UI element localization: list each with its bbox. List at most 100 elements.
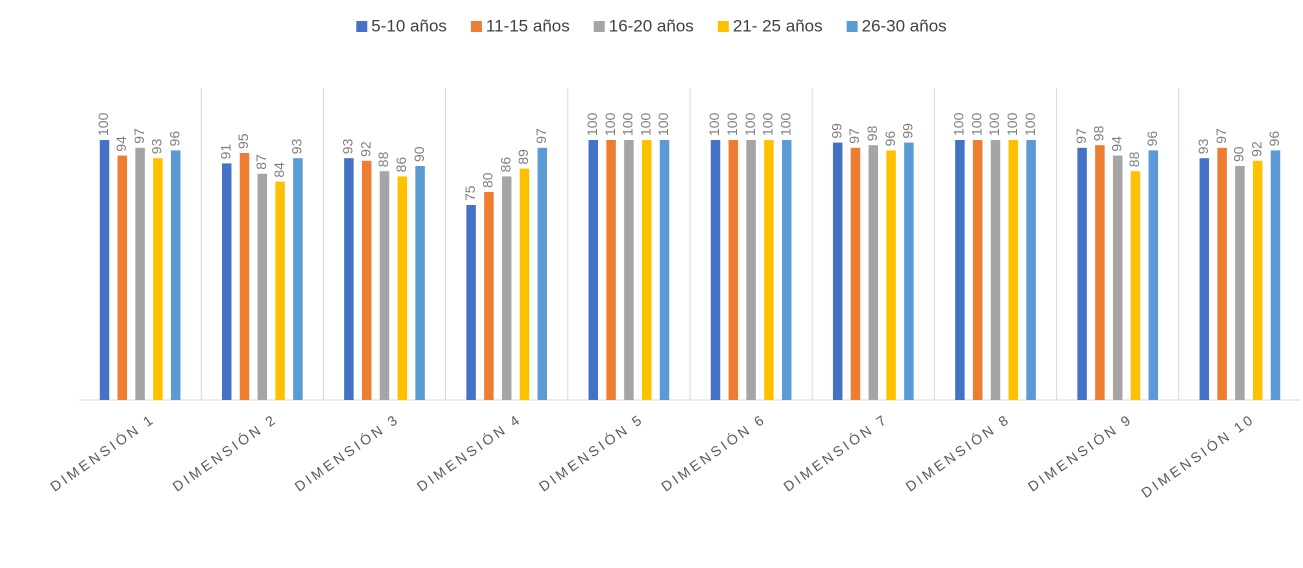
value-label: 100 bbox=[655, 112, 671, 136]
legend-label: 26-30 años bbox=[862, 16, 947, 35]
value-label: 96 bbox=[166, 131, 182, 147]
value-label: 93 bbox=[1195, 138, 1211, 154]
bar bbox=[397, 176, 408, 400]
value-label: 94 bbox=[1108, 136, 1124, 152]
value-label: 89 bbox=[515, 149, 531, 165]
bar bbox=[1095, 145, 1105, 400]
bar bbox=[641, 140, 652, 400]
value-label: 86 bbox=[497, 157, 513, 173]
value-label: 96 bbox=[1144, 131, 1160, 147]
bar bbox=[99, 140, 110, 400]
legend-swatch bbox=[717, 21, 729, 32]
legend-swatch bbox=[846, 21, 858, 32]
value-label: 100 bbox=[951, 112, 967, 136]
value-label: 100 bbox=[637, 112, 653, 136]
value-label: 84 bbox=[271, 162, 287, 178]
bar bbox=[135, 147, 145, 400]
x-tick-label: DIMENSIÓN 1 bbox=[47, 410, 158, 494]
value-label: 100 bbox=[760, 112, 776, 136]
value-label: 98 bbox=[864, 125, 880, 141]
value-label: 90 bbox=[1231, 146, 1247, 162]
value-label: 100 bbox=[706, 112, 722, 136]
value-label: 100 bbox=[724, 112, 740, 136]
legend-label: 21- 25 años bbox=[733, 16, 823, 35]
x-tick-label: DIMENSIÓN 8 bbox=[903, 410, 1014, 494]
bar bbox=[293, 158, 303, 400]
bar bbox=[537, 147, 548, 400]
legend-label: 11-15 años bbox=[486, 16, 570, 35]
legend-swatch bbox=[356, 21, 368, 32]
legend-swatch bbox=[593, 21, 605, 32]
bar bbox=[850, 147, 861, 400]
value-label: 100 bbox=[95, 112, 111, 136]
bar bbox=[955, 140, 965, 400]
bar bbox=[153, 158, 163, 400]
value-label: 75 bbox=[462, 185, 478, 201]
value-label: 95 bbox=[235, 133, 251, 149]
bar bbox=[1235, 166, 1245, 400]
value-label: 92 bbox=[1248, 141, 1264, 157]
legend-swatch bbox=[470, 21, 482, 32]
value-label: 94 bbox=[113, 136, 129, 152]
x-tick-label: DIMENSIÓN 5 bbox=[536, 410, 647, 494]
value-label: 97 bbox=[1213, 128, 1229, 144]
bar bbox=[415, 166, 425, 400]
x-tick-label: DIMENSIÓN 3 bbox=[292, 410, 403, 494]
bar bbox=[1148, 150, 1159, 400]
bar bbox=[361, 160, 372, 400]
value-label: 100 bbox=[1004, 112, 1020, 136]
value-label: 98 bbox=[1091, 125, 1107, 141]
x-tick-label: DIMENSIÓN 4 bbox=[414, 410, 525, 494]
value-label: 97 bbox=[846, 128, 862, 144]
value-label: 100 bbox=[620, 112, 636, 136]
bar bbox=[832, 142, 843, 400]
bar bbox=[519, 168, 530, 400]
x-tick-label: DIMENSIÓN 2 bbox=[169, 410, 280, 494]
bar bbox=[1008, 140, 1019, 400]
value-label: 80 bbox=[480, 172, 496, 188]
value-label: 97 bbox=[533, 128, 549, 144]
bar bbox=[1252, 160, 1263, 400]
bar bbox=[344, 158, 354, 400]
value-label: 100 bbox=[968, 112, 984, 136]
legend-label: 16-20 años bbox=[609, 16, 694, 35]
bar bbox=[1130, 171, 1141, 400]
bar bbox=[1270, 150, 1281, 400]
x-tick-label: DIMENSIÓN 7 bbox=[780, 410, 891, 494]
bar bbox=[624, 140, 634, 400]
bar bbox=[1026, 140, 1036, 400]
value-label: 93 bbox=[340, 138, 356, 154]
value-label: 96 bbox=[882, 131, 898, 147]
legend-label: 5-10 años bbox=[371, 16, 447, 35]
value-label: 100 bbox=[742, 112, 758, 136]
bar bbox=[972, 140, 983, 400]
x-tick-label: DIMENSIÓN 9 bbox=[1025, 410, 1136, 494]
bar bbox=[1217, 147, 1227, 400]
bar bbox=[1077, 147, 1087, 400]
bar bbox=[379, 171, 390, 400]
bar bbox=[117, 155, 128, 400]
value-label: 100 bbox=[777, 112, 793, 136]
value-label: 93 bbox=[289, 138, 305, 154]
bar bbox=[466, 205, 476, 400]
bar bbox=[170, 150, 181, 400]
value-label: 88 bbox=[1126, 151, 1142, 167]
bar bbox=[588, 140, 599, 400]
bar bbox=[275, 181, 285, 400]
bar bbox=[764, 140, 774, 400]
bar bbox=[501, 176, 512, 400]
value-label: 97 bbox=[1073, 128, 1089, 144]
bar bbox=[606, 140, 616, 400]
bar bbox=[221, 163, 232, 400]
value-label: 91 bbox=[217, 144, 233, 160]
value-label: 93 bbox=[149, 138, 165, 154]
value-label: 86 bbox=[393, 157, 409, 173]
bar bbox=[257, 173, 268, 400]
value-label: 90 bbox=[411, 146, 427, 162]
value-label: 100 bbox=[584, 112, 600, 136]
value-label: 96 bbox=[1266, 131, 1282, 147]
x-tick-label: DIMENSIÓN 6 bbox=[658, 410, 769, 494]
value-label: 92 bbox=[357, 141, 373, 157]
value-label: 100 bbox=[602, 112, 618, 136]
